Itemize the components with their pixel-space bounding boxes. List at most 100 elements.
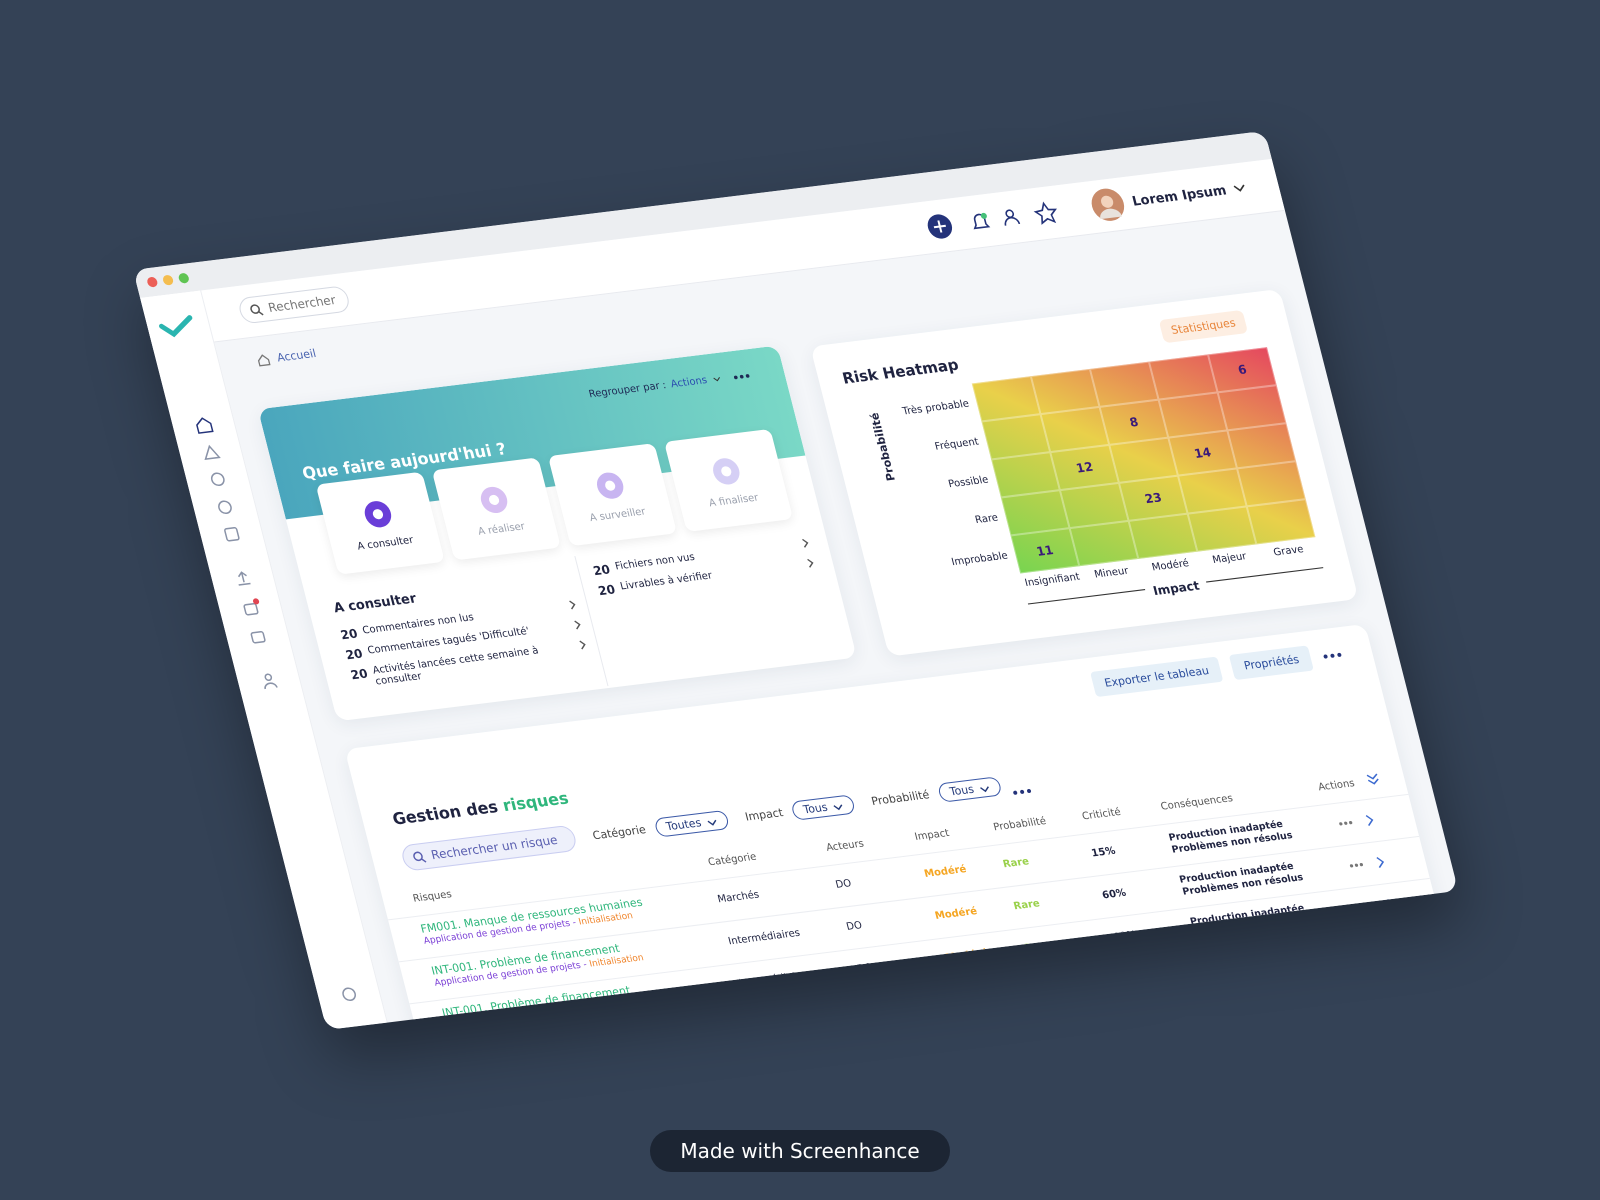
category: Marchés (716, 889, 761, 906)
todo-item[interactable]: 20 Commentaires non lus (339, 599, 579, 642)
category: Intermédiaires (727, 927, 802, 948)
filter-select[interactable]: Tous (790, 793, 857, 821)
criticity: 40% (1111, 929, 1139, 944)
avatar (1091, 188, 1125, 221)
heatmap-grid: 6 8 12 14 23 11 (971, 347, 1316, 574)
search-box[interactable]: Rechercher (236, 285, 352, 325)
tab[interactable]: A surveiller (547, 443, 678, 547)
criticity: 15% (1090, 845, 1117, 860)
today-card: Que faire aujourd'hui ? Regrouper par : … (257, 345, 857, 722)
browser-window: Rechercher Lorem Ipsum Accueil Que faire… (133, 130, 1459, 1031)
filter-select[interactable]: Toutes (652, 809, 730, 838)
cell-count: 14 (1192, 445, 1213, 462)
chevron (578, 639, 588, 650)
group-by[interactable]: Regrouper par : Actions (588, 369, 753, 400)
chevron (706, 816, 718, 826)
col-label: Majeur (1211, 550, 1248, 567)
category: Intermédiaires (737, 969, 812, 990)
more-icon[interactable] (1322, 651, 1343, 659)
cell-count: 12 (1074, 459, 1095, 476)
heatmap-cell: 11 (1010, 528, 1080, 574)
user-menu[interactable]: Lorem Ipsum (1087, 171, 1250, 224)
todo-count: 20 (596, 582, 617, 599)
row-actions (1347, 855, 1389, 872)
statistics-label: Statistiques (1169, 316, 1237, 338)
cell-count: 11 (1034, 542, 1055, 559)
search-icon (413, 851, 427, 863)
statistics-button[interactable]: Statistiques (1158, 309, 1249, 344)
table-row[interactable]: FM001. Manque de ressources humaines Appl… (387, 793, 1420, 962)
cell-count: 23 (1143, 490, 1164, 507)
col-label: Mineur (1093, 565, 1130, 581)
todo-item[interactable]: 20 Commentaires tagués 'Difficulté' (344, 619, 584, 662)
impact: Modéré (944, 947, 990, 965)
search-icon (250, 304, 264, 316)
breadcrumb-label: Accueil (275, 346, 318, 365)
risk-search[interactable]: Rechercher un risque (399, 824, 579, 872)
heatmap-title: Risk Heatmap (840, 355, 961, 388)
more-icon (713, 373, 750, 381)
column-header: Actions (1317, 777, 1356, 794)
probability: Rare (1012, 898, 1042, 913)
col-label: Modéré (1150, 558, 1191, 574)
list-left: 20 Commentaires non lus 20 Commentaires tag… (339, 599, 593, 696)
todo-item[interactable]: 20 Fichiers non vus (591, 538, 812, 579)
tab[interactable]: A consulter (315, 471, 445, 575)
column-header: Risques (411, 889, 453, 905)
top-bar: Rechercher Lorem Ipsum (140, 158, 1285, 350)
todo-count: 20 (591, 562, 612, 579)
properties-button[interactable]: Propriétés (1229, 645, 1314, 681)
section-title: A consulter (332, 591, 419, 617)
chevron (572, 619, 582, 630)
table-actions: Exporter le tableau Propriétés (1089, 642, 1346, 698)
watermark: Made with Screenhance (650, 1130, 950, 1172)
todo-count: 20 (344, 646, 365, 663)
window-controls (147, 273, 189, 288)
filter-select[interactable]: Tous (936, 775, 1003, 803)
todo-item[interactable]: 20 Livrables à vérifier (596, 558, 817, 599)
heatmap-cell (1069, 520, 1139, 567)
tab[interactable]: A réaliser (431, 457, 561, 561)
actor: DO (855, 962, 875, 975)
table-row[interactable]: INT-001. Problème de financement Applicat… (398, 835, 1430, 1004)
consequences: Production inadaptée Problèmes non résolu… (1168, 818, 1294, 857)
todo-item[interactable]: 20 Activités lancées cette semaine à cons… (349, 639, 591, 690)
chevron (567, 599, 577, 610)
filter-value: Tous (948, 782, 976, 798)
search-placeholder: Rechercher un risque (429, 832, 560, 863)
today-tabs: A consulter A réaliser A surveiller A final… (315, 428, 794, 575)
consequences: Production inadaptée Problèmes non résolu… (1189, 902, 1315, 941)
column-header: Conséquences (1159, 792, 1235, 813)
column-header: Probabilité (992, 815, 1048, 834)
title-text: Gestion des (390, 796, 500, 829)
user-name: Lorem Ipsum (1130, 182, 1229, 210)
tab[interactable]: A finaliser (663, 428, 794, 532)
toolbar-icons[interactable] (920, 194, 1076, 244)
heatmap-cell (1187, 506, 1257, 552)
sidebar-icons[interactable] (140, 290, 385, 1018)
actor: DO (834, 878, 853, 891)
probability: Rare (1023, 940, 1052, 955)
breadcrumb[interactable]: Accueil (256, 347, 318, 367)
more-icon (1009, 779, 1032, 795)
title-accent: risques (500, 788, 571, 816)
column-header: Catégorie (707, 851, 758, 869)
probability: Rare (1001, 856, 1031, 871)
tab-icon (358, 496, 398, 532)
consequence: Production inadaptée (1188, 902, 1306, 928)
actor: DO (845, 920, 864, 933)
column-header: Acteurs (825, 838, 866, 854)
tab-label: A consulter (356, 534, 415, 553)
chevron (800, 538, 810, 549)
export-button[interactable]: Exporter le tableau (1089, 656, 1224, 698)
col-label: Insignifiant (1023, 571, 1082, 590)
filter-label: Catégorie (591, 822, 648, 842)
title-bar (133, 130, 1272, 298)
chevron (1233, 184, 1245, 192)
watermark-text: Made with Screenhance (680, 1139, 920, 1163)
filter-value: Tous (801, 800, 829, 816)
cell-count: 8 (1128, 414, 1140, 430)
heatmap-cell (1246, 499, 1316, 545)
column-header: Criticité (1080, 806, 1123, 823)
